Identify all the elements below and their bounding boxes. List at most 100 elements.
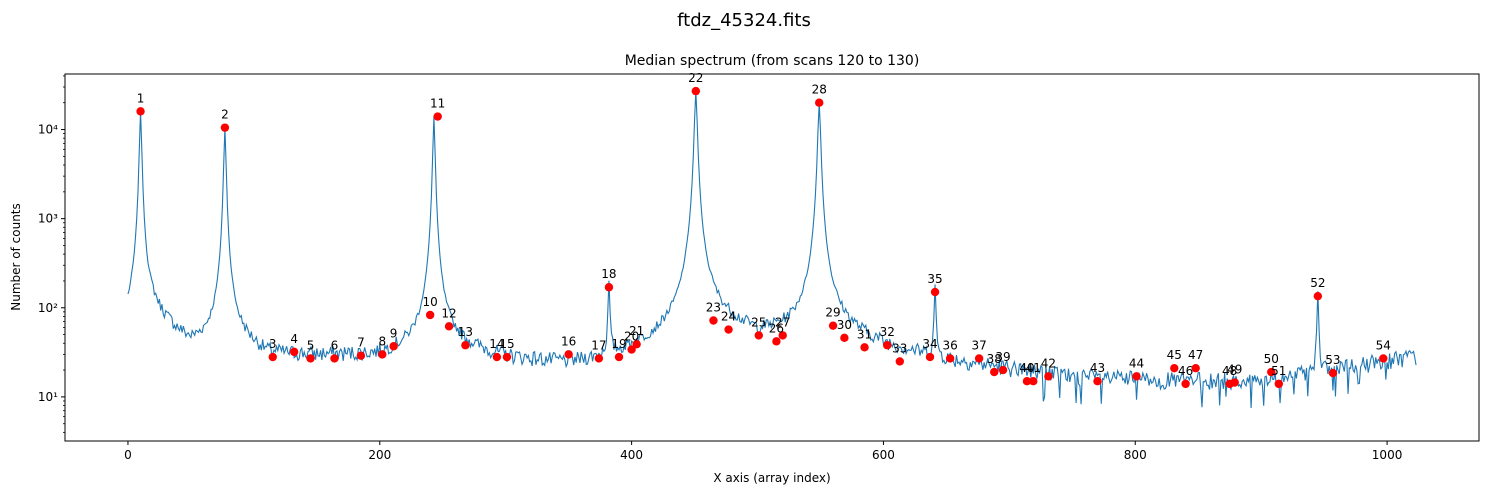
x-tick-label: 800	[1124, 448, 1147, 462]
peak-marker	[724, 325, 733, 334]
peak-marker	[930, 287, 940, 297]
peak-marker	[828, 321, 838, 330]
figure-suptitle: ftdz_45324.fits	[677, 10, 811, 31]
peak-marker	[1170, 363, 1179, 373]
peak-marker	[945, 354, 955, 363]
peak-label: 50	[1264, 352, 1279, 366]
peak-marker	[594, 354, 604, 363]
spectrum-series	[127, 90, 1417, 409]
peak-marker	[1132, 372, 1141, 381]
peak-marker	[306, 354, 315, 363]
x-axis-label: X axis (array index)	[713, 471, 830, 485]
peak-label: 8	[378, 334, 386, 348]
peak-label: 11	[430, 97, 445, 111]
peak-label: 4	[290, 332, 298, 346]
peak-label: 15	[499, 337, 514, 351]
peak-label: 45	[1167, 348, 1182, 362]
peak-label: 9	[390, 326, 398, 340]
peak-label: 12	[441, 306, 456, 320]
peak-marker	[289, 347, 299, 357]
x-tick-label: 400	[620, 448, 643, 462]
y-axis: 10¹ 10² 10³ 10⁴	[38, 75, 65, 433]
peak-marker	[136, 107, 145, 116]
peak-marker	[691, 86, 701, 96]
peak-label: 47	[1188, 348, 1203, 362]
x-tick-label: 1000	[1372, 448, 1403, 462]
peak-marker	[1230, 378, 1239, 387]
peak-marker	[1274, 379, 1283, 389]
peak-marker	[840, 333, 849, 343]
peak-label: 19	[611, 337, 626, 351]
peak-label: 44	[1129, 356, 1144, 370]
peak-label: 24	[721, 310, 736, 324]
peak-label: 10	[423, 295, 438, 309]
peak-label: 36	[943, 338, 958, 352]
peak-marker	[433, 112, 442, 121]
peak-marker	[778, 331, 787, 340]
peak-marker	[772, 337, 781, 346]
x-axis: 0 200 400 600 800 1000	[124, 441, 1402, 462]
peak-marker	[883, 341, 892, 350]
peak-marker	[356, 351, 366, 360]
peak-marker	[1093, 377, 1102, 386]
x-tick-label: 200	[368, 448, 391, 462]
peak-marker	[1022, 377, 1032, 386]
peak-marker	[378, 350, 387, 359]
peak-label: 48	[1222, 364, 1237, 378]
peak-label: 1	[137, 91, 145, 105]
peak-marker	[268, 352, 277, 362]
spectrum-line	[127, 90, 1417, 409]
peak-marker	[1328, 368, 1338, 378]
peak-label: 17	[591, 338, 606, 352]
peak-marker	[461, 341, 470, 350]
peak-label: 32	[880, 325, 895, 339]
peak-label: 6	[331, 338, 339, 352]
peak-label: 51	[1271, 364, 1286, 378]
peak-label: 20	[624, 330, 639, 344]
peak-marker	[564, 350, 573, 359]
peak-label: 53	[1325, 353, 1340, 367]
peak-marker	[815, 98, 824, 107]
peak-marker	[604, 283, 614, 292]
peak-label: 21	[629, 324, 644, 338]
peak-label: 31	[857, 327, 872, 341]
plot-frame	[64, 73, 1480, 442]
peak-marker	[632, 340, 641, 349]
peak-label: 40	[1019, 361, 1034, 375]
peak-marker	[1191, 363, 1200, 373]
peak-label: 16	[561, 334, 576, 348]
peak-marker	[1267, 367, 1276, 377]
peak-marker	[1029, 377, 1038, 386]
peak-label: 28	[812, 83, 827, 97]
y-axis-label: Number of counts	[9, 203, 23, 311]
peak-label: 41	[1026, 361, 1041, 375]
peak-label: 13	[458, 325, 473, 339]
x-tick-label: 600	[872, 448, 895, 462]
peak-marker	[1313, 291, 1323, 301]
peak-marker	[925, 352, 935, 362]
x-tick-label: 0	[124, 448, 132, 462]
peak-marker	[425, 310, 435, 320]
peak-marker	[709, 316, 718, 325]
peak-label: 34	[922, 337, 937, 351]
peak-label: 2	[221, 108, 229, 122]
peak-label: 42	[1041, 356, 1056, 370]
y-tick-label: 10¹	[38, 390, 58, 404]
peak-label: 37	[971, 338, 986, 352]
peak-marker	[502, 352, 512, 362]
peak-marker	[444, 322, 454, 331]
peak-marker	[895, 357, 905, 366]
peak-label: 25	[751, 315, 766, 329]
peak-label: 35	[927, 272, 942, 286]
peak-marker	[389, 342, 398, 351]
peak-label: 43	[1090, 361, 1105, 375]
peak-marker	[974, 354, 984, 363]
peak-marker	[754, 331, 763, 340]
peak-label: 14	[489, 337, 504, 351]
peak-label: 39	[995, 350, 1010, 364]
peak-marker	[998, 365, 1008, 375]
peak-label: 22	[688, 71, 703, 85]
